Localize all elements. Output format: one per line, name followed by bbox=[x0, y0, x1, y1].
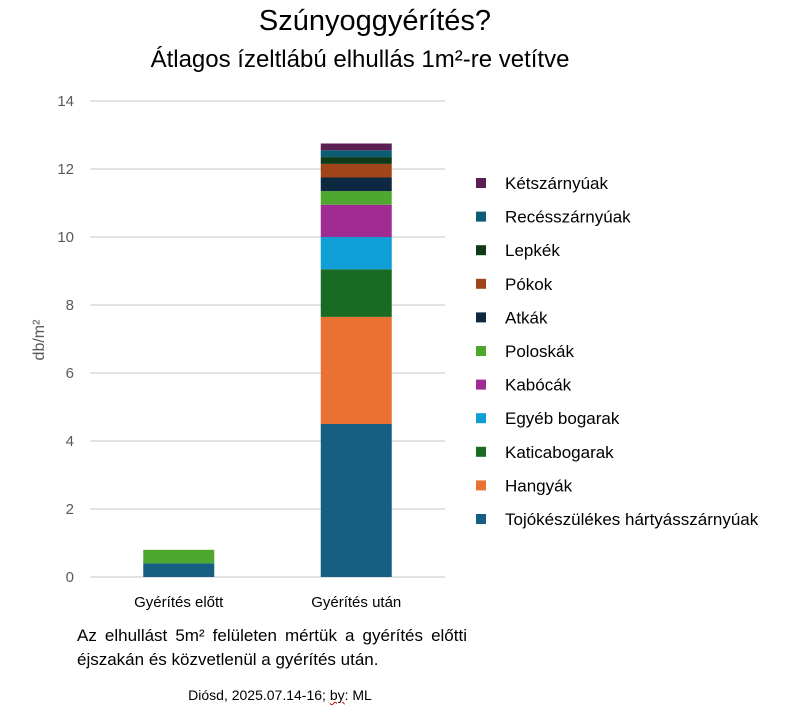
y-tick-label: 14 bbox=[57, 93, 74, 110]
bar-segment bbox=[320, 177, 392, 192]
y-tick-label: 12 bbox=[57, 161, 74, 178]
gridlines bbox=[90, 100, 445, 578]
y-tick-label: 8 bbox=[66, 297, 74, 314]
legend-swatch bbox=[476, 211, 486, 222]
y-axis-label: db/m² bbox=[31, 319, 48, 361]
x-category-label: Gyérítés előtt bbox=[134, 594, 224, 611]
y-tick-label: 10 bbox=[57, 229, 74, 246]
y-axis-ticks: 0 2 4 6 8 10 12 14 bbox=[57, 93, 74, 586]
bar-segment bbox=[320, 143, 392, 151]
legend-label: Atkák bbox=[505, 308, 548, 327]
legend-label: Kabócák bbox=[505, 376, 572, 395]
legend-swatch bbox=[476, 413, 486, 424]
x-axis-categories: Gyérítés előtt Gyérítés után bbox=[134, 594, 401, 611]
legend-swatch bbox=[476, 514, 486, 524]
legend-label: Hangyák bbox=[505, 476, 573, 495]
bar-segment bbox=[320, 157, 392, 164]
bar-segment bbox=[143, 563, 215, 577]
legend: Kétszárnyúak Recésszárnyúak Lepkék Pókok Atk… bbox=[476, 174, 759, 529]
bar-segment bbox=[320, 316, 392, 424]
bars bbox=[143, 143, 392, 577]
legend-label: Egyéb bogarak bbox=[505, 409, 620, 428]
bar-segment bbox=[320, 424, 392, 577]
legend-label: Recésszárnyúak bbox=[505, 208, 631, 227]
y-tick-label: 0 bbox=[66, 569, 74, 586]
bar-segment bbox=[320, 163, 392, 178]
bar-segment bbox=[320, 237, 392, 270]
legend-label: Poloskák bbox=[505, 342, 574, 361]
stacked-bar-chart: Szúnyoggyérítés? Átlagos ízeltlábú elhul… bbox=[31, 5, 759, 611]
legend-swatch bbox=[476, 178, 486, 188]
x-category-label: Gyérítés után bbox=[311, 594, 401, 611]
legend-swatch bbox=[476, 346, 486, 356]
legend-label: Lepkék bbox=[505, 241, 560, 260]
legend-swatch bbox=[476, 312, 486, 323]
credit-by: by bbox=[329, 687, 345, 703]
footnote: Az elhullást 5m² felületen mértük a gyér… bbox=[77, 626, 467, 669]
bar-segment bbox=[320, 269, 392, 317]
y-tick-label: 6 bbox=[66, 365, 74, 382]
credit-suffix: : ML bbox=[344, 687, 372, 703]
legend-swatch bbox=[476, 379, 486, 390]
bar-segment bbox=[320, 150, 392, 158]
legend-swatch bbox=[476, 245, 486, 256]
bar-segment bbox=[320, 191, 392, 205]
legend-swatch bbox=[476, 278, 486, 289]
credit-prefix: Diósd, 2025.07.14-16; bbox=[188, 687, 330, 703]
legend-label: Pókok bbox=[505, 275, 553, 294]
legend-label: Katicabogarak bbox=[505, 443, 614, 462]
chart-subtitle: Átlagos ízeltlábú elhullás 1m²-re vetítv… bbox=[151, 46, 570, 73]
y-tick-label: 4 bbox=[66, 433, 74, 450]
y-tick-label: 2 bbox=[66, 501, 74, 518]
chart-title: Szúnyoggyérítés? bbox=[259, 5, 491, 37]
legend-label: Kétszárnyúak bbox=[505, 174, 608, 193]
bar-segment bbox=[143, 549, 215, 564]
legend-swatch bbox=[476, 446, 486, 457]
credit: Diósd, 2025.07.14-16; by: ML bbox=[0, 687, 560, 703]
legend-swatch bbox=[476, 480, 486, 491]
bar-segment bbox=[320, 204, 392, 237]
legend-label: Tojókészülékes hártyásszárnyúak bbox=[505, 510, 759, 529]
